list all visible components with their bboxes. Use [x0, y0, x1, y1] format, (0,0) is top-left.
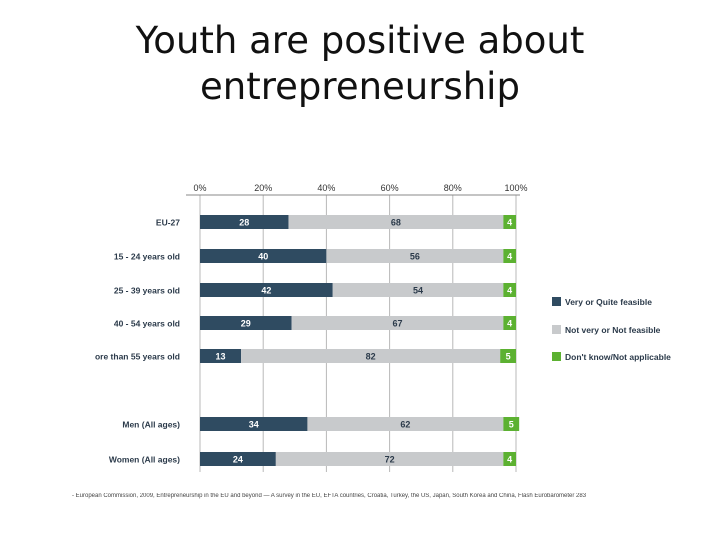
data-label: 5 — [509, 420, 514, 430]
legend-swatch — [552, 325, 561, 334]
bar-segment — [503, 316, 516, 330]
data-label: 34 — [249, 420, 259, 430]
legend-label: Not very or Not feasible — [565, 325, 661, 335]
slide-title-line-2: entrepreneurship — [200, 65, 520, 108]
data-label: 72 — [385, 455, 395, 465]
bar-segment — [275, 452, 504, 466]
data-label: 29 — [241, 319, 251, 329]
data-label: 4 — [507, 218, 512, 228]
bar-segment — [503, 452, 516, 466]
category-label: Women (All ages) — [109, 455, 180, 465]
bar-segment — [200, 349, 242, 363]
bar-segment — [500, 349, 516, 363]
category-label: 25 - 39 years old — [114, 286, 180, 296]
data-label: 4 — [507, 319, 512, 329]
data-label: 28 — [239, 218, 249, 228]
x-tick-label: 100% — [504, 183, 527, 193]
data-label: 82 — [366, 352, 376, 362]
category-label: ore than 55 years old — [95, 352, 180, 362]
x-tick-label: 0% — [193, 183, 206, 193]
data-label: 56 — [410, 252, 420, 262]
bar-segment — [307, 417, 504, 431]
category-label: EU-27 — [156, 218, 180, 228]
category-label: 15 - 24 years old — [114, 252, 180, 262]
slide-title-line-1: Youth are positive about — [135, 19, 585, 62]
data-label: 4 — [507, 252, 512, 262]
data-label: 42 — [261, 286, 271, 296]
data-label: 4 — [507, 286, 512, 296]
x-tick-label: 40% — [317, 183, 335, 193]
data-label: 24 — [233, 455, 243, 465]
x-tick-label: 60% — [381, 183, 399, 193]
bar-segment — [288, 215, 504, 229]
x-tick-label: 20% — [254, 183, 272, 193]
bar-segment — [503, 215, 516, 229]
bar-segment — [200, 215, 289, 229]
bar-segment — [200, 249, 327, 263]
legend-label: Very or Quite feasible — [565, 297, 652, 307]
category-label: Men (All ages) — [122, 420, 180, 430]
data-label: 4 — [507, 455, 512, 465]
data-label: 5 — [506, 352, 511, 362]
bar-segment — [326, 249, 504, 263]
bar-segment — [503, 417, 520, 431]
x-tick-label: 80% — [444, 183, 462, 193]
data-label: 13 — [216, 352, 226, 362]
legend-swatch — [552, 297, 561, 306]
source-note: - European Commission, 2009, Entrepreneu… — [72, 493, 587, 499]
data-label: 67 — [392, 319, 402, 329]
bar-segment — [503, 283, 516, 297]
category-label: 40 - 54 years old — [114, 319, 180, 329]
bar-segment — [200, 417, 308, 431]
data-label: 54 — [413, 286, 423, 296]
slide-title: Youth are positive about entrepreneurshi… — [0, 18, 720, 110]
legend-label: Don't know/Not applicable — [565, 352, 671, 362]
bar-segment — [503, 249, 516, 263]
bar-segment — [332, 283, 504, 297]
bar-segment — [200, 316, 292, 330]
data-label: 40 — [258, 252, 268, 262]
data-label: 62 — [400, 420, 410, 430]
bar-segment — [200, 283, 333, 297]
bar-segment — [241, 349, 501, 363]
bar-segment — [291, 316, 504, 330]
legend-swatch — [552, 352, 561, 361]
bar-segment — [200, 452, 276, 466]
data-label: 68 — [391, 218, 401, 228]
